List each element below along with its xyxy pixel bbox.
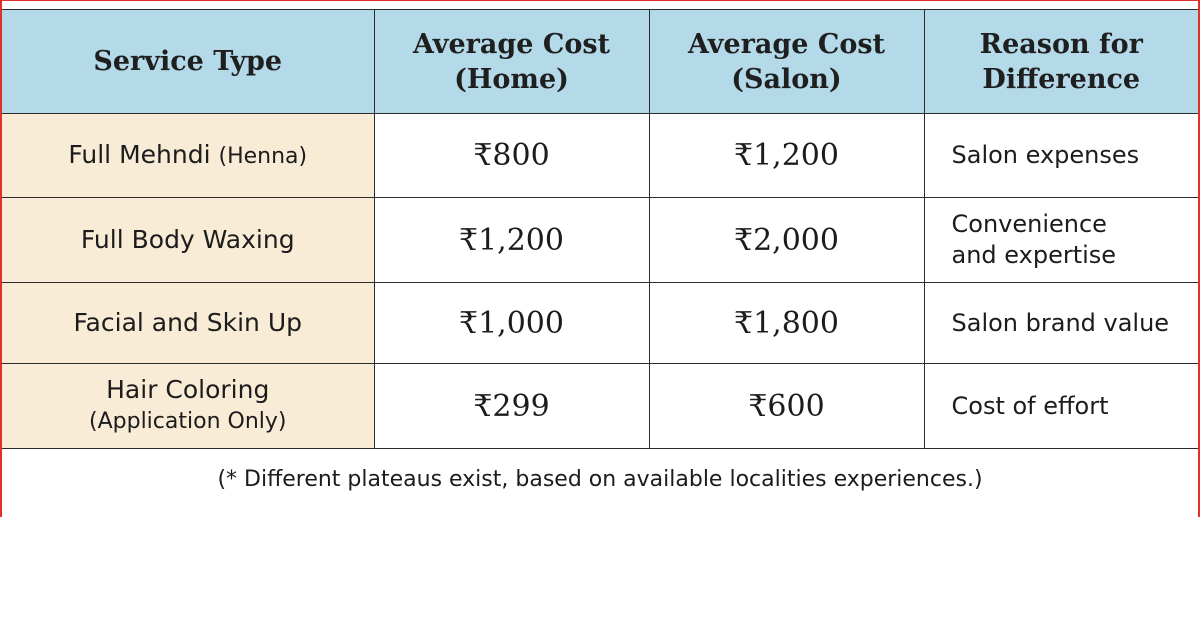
home-cost-cell: ₹800 [373, 113, 650, 198]
service-cell: Full Mehndi (Henna) [2, 113, 375, 198]
reason-cell: Cost of effort [923, 363, 1198, 449]
pricing-comparison-card: Service Type Average Cost (Home) Average… [0, 0, 1200, 517]
reason-cell: Convenience and expertise [923, 197, 1198, 283]
header-row: Service Type Average Cost (Home) Average… [2, 9, 1198, 114]
home-cost-cell: ₹299 [373, 363, 650, 449]
reason-cell: Salon expenses [923, 113, 1198, 198]
service-cell: Full Body Waxing [2, 197, 375, 283]
footnote: (* Different plateaus exist, based on av… [217, 467, 983, 492]
table-row: Full Mehndi (Henna) ₹800 ₹1,200 Salon ex… [2, 113, 1198, 198]
service-cell: Hair Coloring (Application Only) [2, 363, 375, 449]
header-salon-cost: Average Cost (Salon) [648, 9, 925, 114]
service-cell: Facial and Skin Up [2, 282, 375, 364]
table-row: Full Body Waxing ₹1,200 ₹2,000 Convenien… [2, 197, 1198, 283]
home-cost-cell: ₹1,200 [373, 197, 650, 283]
table-row: Facial and Skin Up ₹1,000 ₹1,800 Salon b… [2, 282, 1198, 364]
salon-cost-cell: ₹1,200 [648, 113, 925, 198]
table-row: Hair Coloring (Application Only) ₹299 ₹6… [2, 363, 1198, 449]
reason-cell: Salon brand value [923, 282, 1198, 364]
pricing-table: Service Type Average Cost (Home) Average… [2, 9, 1198, 449]
salon-cost-cell: ₹1,800 [648, 282, 925, 364]
header-reason: Reason for Difference [923, 9, 1198, 114]
header-service-type: Service Type [2, 9, 375, 114]
salon-cost-cell: ₹600 [648, 363, 925, 449]
header-home-cost: Average Cost (Home) [373, 9, 650, 114]
home-cost-cell: ₹1,000 [373, 282, 650, 364]
salon-cost-cell: ₹2,000 [648, 197, 925, 283]
